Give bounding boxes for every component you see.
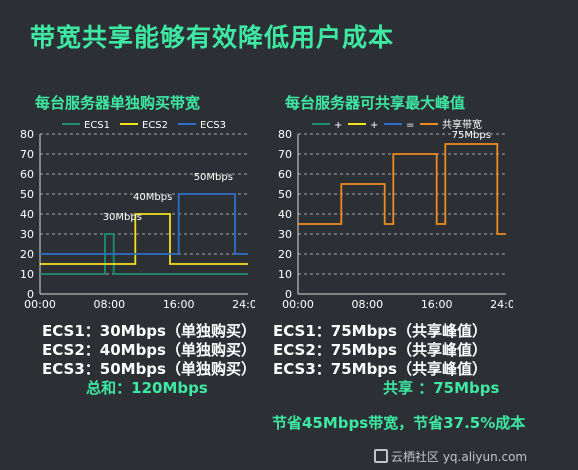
watermark-text: 云栖社区 yq.aliyun.com (391, 450, 528, 464)
x-tick-label: 16:00 (421, 298, 453, 311)
x-tick-label: 00:00 (282, 298, 314, 311)
y-tick-label: 60 (278, 168, 292, 181)
series-line (40, 233, 248, 275)
series-line (40, 193, 248, 255)
separate-bandwidth-chart: 0 10 20 30 40 50 60 70 80 00:00 08:00 16:00 24:00 ECS… (20, 120, 255, 311)
legend-label: 共享带宽 (442, 118, 482, 131)
left-summary-ecs2: ECS2：40Mbps（单独购买） (42, 341, 256, 359)
data-label: 40Mbps (133, 192, 172, 203)
watermark: 云栖社区 yq.aliyun.com (374, 448, 527, 465)
legend-label: ECS2 (142, 120, 168, 131)
y-tick-label: 70 (278, 148, 292, 161)
right-chart-subtitle: 每台服务器可共享最大峰值 (285, 94, 466, 112)
right-summary-ecs3: ECS3：75Mbps（共享峰值） (273, 360, 487, 378)
right-summary-shared: 共享 ：75Mbps (383, 379, 500, 397)
right-summary: ECS1：75Mbps（共享峰值） ECS2：75Mbps（共享峰值） ECS3… (273, 322, 499, 398)
series-line (298, 143, 506, 235)
data-label: 75Mbps (452, 130, 491, 141)
left-summary-ecs3: ECS3：50Mbps（单独购买） (42, 360, 256, 378)
left-summary: ECS1：30Mbps（单独购买） ECS2：40Mbps（单独购买） ECS3… (42, 322, 256, 398)
page-title: 带宽共享能够有效降低用户成本 (30, 23, 395, 52)
data-label: 50Mbps (194, 172, 233, 183)
y-tick-label: 80 (278, 128, 292, 141)
y-tick-label: 70 (20, 148, 34, 161)
x-tick-label: 24:00 (490, 298, 513, 311)
cloud-logo-icon (374, 449, 388, 463)
y-tick-label: 0 (27, 288, 34, 301)
savings-statement: 节省45Mbps带宽，节省37.5%成本 (272, 414, 526, 432)
y-tick-label: 10 (278, 268, 292, 281)
legend-label: ECS1 (84, 120, 110, 131)
y-tick-label: 40 (20, 208, 34, 221)
y-tick-label: 10 (20, 268, 34, 281)
legend-label: + (334, 120, 342, 131)
y-tick-label: 40 (278, 208, 292, 221)
x-tick-label: 00:00 (24, 298, 56, 311)
right-summary-ecs2: ECS2：75Mbps（共享峰值） (273, 341, 487, 359)
y-tick-label: 80 (20, 128, 34, 141)
data-label: 30Mbps (103, 212, 142, 223)
x-tick-label: 08:00 (351, 298, 383, 311)
x-tick-label: 24:00 (232, 298, 255, 311)
shared-bandwidth-chart: 0 10 20 30 40 50 60 70 80 00:00 08:00 16:00 24:00 + + =… (278, 118, 513, 311)
legend-label: = (406, 120, 414, 131)
y-tick-label: 60 (20, 168, 34, 181)
legend: ECS1 ECS2 ECS3 (62, 120, 226, 131)
y-tick-label: 0 (285, 288, 292, 301)
left-summary-ecs1: ECS1：30Mbps（单独购买） (42, 322, 256, 340)
left-summary-total: 总和：120Mbps (86, 379, 208, 397)
series-line (40, 213, 248, 265)
right-summary-ecs1: ECS1：75Mbps（共享峰值） (273, 322, 487, 340)
y-tick-label: 30 (20, 228, 34, 241)
y-tick-label: 50 (278, 188, 292, 201)
left-chart-subtitle: 每台服务器单独购买带宽 (35, 94, 201, 112)
y-tick-label: 20 (20, 248, 34, 261)
legend-label: ECS3 (200, 120, 226, 131)
x-tick-label: 16:00 (163, 298, 195, 311)
y-tick-label: 50 (20, 188, 34, 201)
legend: + + = 共享带宽 (312, 118, 482, 131)
y-tick-label: 30 (278, 228, 292, 241)
legend-label: + (370, 120, 378, 131)
x-tick-label: 08:00 (93, 298, 125, 311)
y-tick-label: 20 (278, 248, 292, 261)
